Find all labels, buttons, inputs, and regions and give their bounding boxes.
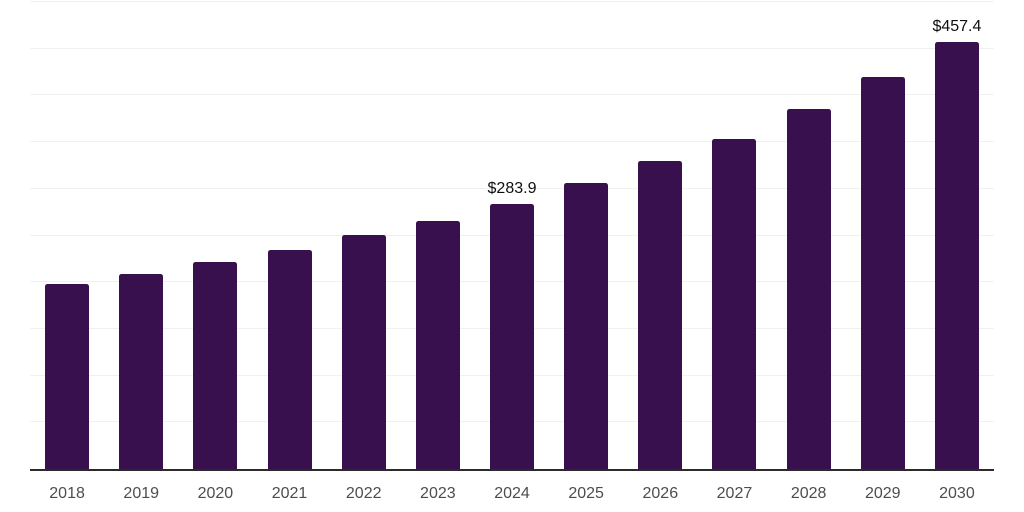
x-axis-label-2026: 2026 bbox=[642, 485, 679, 502]
bar-2018[interactable] bbox=[45, 283, 90, 469]
bar-2024[interactable] bbox=[490, 203, 534, 469]
bar-2022[interactable] bbox=[341, 235, 386, 469]
bar-2023[interactable] bbox=[415, 220, 460, 469]
value-label-2024: $283.9 bbox=[487, 179, 537, 197]
x-axis-label-2029: 2029 bbox=[864, 485, 901, 502]
gridline-500 bbox=[30, 1, 994, 2]
bar-2029[interactable] bbox=[860, 76, 905, 469]
gridline-350 bbox=[30, 141, 994, 143]
bar-2028[interactable] bbox=[786, 108, 831, 469]
x-axis-label-2020: 2020 bbox=[197, 485, 234, 502]
bar-2030[interactable] bbox=[934, 41, 979, 469]
bar-2027[interactable] bbox=[712, 138, 757, 469]
bar-2021[interactable] bbox=[267, 250, 312, 469]
plot-area: $283.9 $457.4 bbox=[30, 1, 994, 469]
x-axis-label-2030: 2030 bbox=[939, 485, 975, 502]
value-label-2030: $457.4 bbox=[932, 17, 982, 35]
bar-2025[interactable] bbox=[564, 182, 609, 469]
gridline-450 bbox=[30, 47, 994, 49]
x-axis-labels: 2018 2019 2020 2021 2022 2023 2024 2025 2026 2027… bbox=[0, 484, 1024, 504]
bar-2026[interactable] bbox=[638, 161, 683, 469]
gridline-300 bbox=[30, 187, 994, 189]
x-axis-label-2018: 2018 bbox=[49, 485, 85, 502]
x-axis-label-2023: 2023 bbox=[420, 485, 456, 502]
x-axis-label-2021: 2021 bbox=[271, 485, 308, 502]
x-axis-label-2027: 2027 bbox=[716, 485, 753, 502]
gridline-400 bbox=[30, 94, 994, 96]
x-axis-label-2019: 2019 bbox=[123, 485, 160, 502]
x-axis-label-2028: 2028 bbox=[790, 485, 827, 502]
bar-2019[interactable] bbox=[119, 273, 164, 469]
x-axis-label-2022: 2022 bbox=[345, 485, 382, 502]
bar-2020[interactable] bbox=[193, 261, 238, 469]
x-axis-line bbox=[30, 469, 994, 471]
x-axis-label-2024: 2024 bbox=[494, 485, 530, 502]
x-axis-label-2025: 2025 bbox=[568, 485, 604, 502]
